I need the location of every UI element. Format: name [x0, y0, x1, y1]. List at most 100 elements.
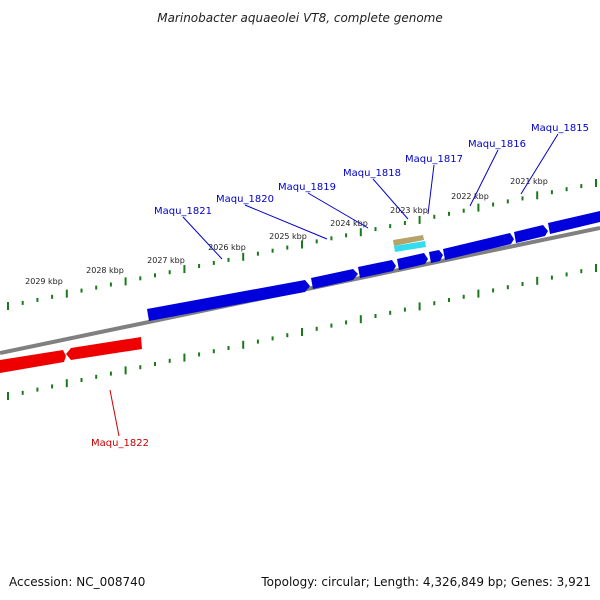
outer-tick-ring — [7, 179, 597, 310]
minor-tick — [109, 282, 112, 287]
kbp-label: 2023 kbp — [390, 206, 428, 215]
gene-label-maqu-1822[interactable]: Maqu_1822 — [91, 438, 149, 449]
gene-label-maqu-1817[interactable]: Maqu_1817 — [405, 154, 463, 165]
minor-tick — [286, 245, 289, 250]
minor-tick — [51, 384, 54, 389]
minor-tick — [403, 307, 406, 312]
feature-tan[interactable] — [393, 235, 424, 246]
major-tick — [7, 302, 9, 310]
leader-line — [244, 204, 328, 240]
minor-tick — [521, 282, 524, 286]
minor-tick — [139, 365, 142, 370]
minor-tick — [21, 390, 24, 395]
gene-label-maqu-1818[interactable]: Maqu_1818 — [343, 168, 401, 179]
gene-arrow-maqu-1818[interactable] — [397, 253, 428, 270]
major-tick — [477, 203, 480, 212]
minor-tick — [580, 269, 583, 274]
gene-label-maqu-1815[interactable]: Maqu_1815 — [531, 123, 589, 134]
leader-line — [520, 133, 559, 195]
gene-arrow-maqu-1816[interactable] — [443, 233, 514, 260]
gene-arrow-maqu-1820[interactable] — [311, 269, 358, 289]
gene-arrow-maqu-1822[interactable] — [66, 337, 142, 360]
gene-label-maqu-1819[interactable]: Maqu_1819 — [278, 182, 336, 193]
label-leaders — [109, 133, 559, 437]
gene-labels: Maqu_1815 Maqu_1816 Maqu_1817 Maqu_1818 … — [91, 123, 589, 449]
minor-tick — [389, 224, 392, 229]
minor-tick — [374, 314, 377, 318]
gene-arrow-maqu-1819[interactable] — [358, 260, 396, 278]
minor-tick — [506, 199, 509, 204]
gene-label-maqu-1820[interactable]: Maqu_1820 — [216, 194, 274, 205]
major-tick — [183, 265, 186, 274]
leader-line — [109, 389, 120, 437]
minor-tick — [506, 285, 509, 290]
leader-line — [182, 216, 223, 260]
major-tick — [595, 264, 597, 272]
major-tick — [65, 289, 68, 298]
gene-arrow-maqu-1815[interactable] — [514, 225, 548, 243]
minor-tick — [271, 248, 274, 253]
minor-tick — [168, 270, 171, 275]
gene-label-maqu-1816[interactable]: Maqu_1816 — [468, 139, 526, 150]
accession-text: Accession: NC_008740 — [9, 575, 145, 589]
minor-tick — [315, 239, 318, 244]
reverse-strand-genes — [0, 337, 142, 373]
gene-arrow-maqu-1821[interactable] — [147, 280, 310, 321]
major-tick — [418, 215, 421, 224]
kbp-label: 2024 kbp — [330, 219, 368, 228]
forward-strand-genes — [147, 211, 600, 321]
gene-arrow-offscreen[interactable] — [548, 211, 600, 234]
minor-tick — [51, 294, 54, 299]
major-tick — [359, 315, 362, 324]
minor-tick — [227, 346, 230, 350]
minor-tick — [212, 260, 215, 265]
minor-tick — [433, 301, 436, 306]
leader-line — [469, 149, 499, 207]
minor-tick — [227, 257, 230, 262]
gene-arrow-maqu-1817[interactable] — [429, 250, 443, 263]
minor-tick — [330, 236, 333, 241]
inner-tick-ring — [7, 264, 597, 400]
minor-tick — [345, 320, 348, 325]
minor-tick — [565, 187, 568, 192]
minor-tick — [374, 227, 377, 232]
minor-tick — [580, 184, 583, 189]
minor-tick — [492, 202, 495, 207]
major-tick — [477, 289, 480, 298]
minor-tick — [198, 352, 201, 357]
kbp-label: 2026 kbp — [208, 243, 246, 252]
leader-line — [427, 164, 435, 215]
minor-tick — [448, 298, 450, 302]
major-tick — [536, 191, 539, 200]
major-tick — [65, 379, 68, 388]
major-tick — [242, 252, 245, 261]
minor-tick — [565, 272, 568, 277]
minor-tick — [521, 196, 524, 201]
minor-tick — [95, 374, 98, 379]
major-tick — [301, 240, 303, 249]
minor-tick — [286, 333, 289, 338]
minor-tick — [550, 190, 553, 195]
minor-tick — [271, 336, 274, 341]
minor-tick — [212, 349, 215, 354]
kbp-label: 2028 kbp — [86, 266, 124, 275]
major-tick — [183, 353, 186, 362]
minor-tick — [36, 387, 39, 392]
major-tick — [124, 366, 127, 375]
minor-tick — [433, 214, 436, 219]
major-tick — [301, 328, 303, 336]
major-tick — [242, 340, 245, 349]
gene-label-maqu-1821[interactable]: Maqu_1821 — [154, 206, 212, 217]
major-tick — [536, 276, 539, 285]
minor-tick — [139, 276, 142, 281]
major-tick — [418, 302, 421, 311]
minor-tick — [109, 371, 112, 376]
minor-tick — [550, 275, 553, 280]
minor-tick — [345, 233, 348, 238]
minor-tick — [462, 294, 465, 299]
gene-arrow-reverse-1[interactable] — [0, 350, 66, 373]
minor-tick — [21, 300, 24, 305]
kbp-label: 2022 kbp — [451, 192, 489, 201]
feature-cyan[interactable] — [394, 241, 426, 252]
